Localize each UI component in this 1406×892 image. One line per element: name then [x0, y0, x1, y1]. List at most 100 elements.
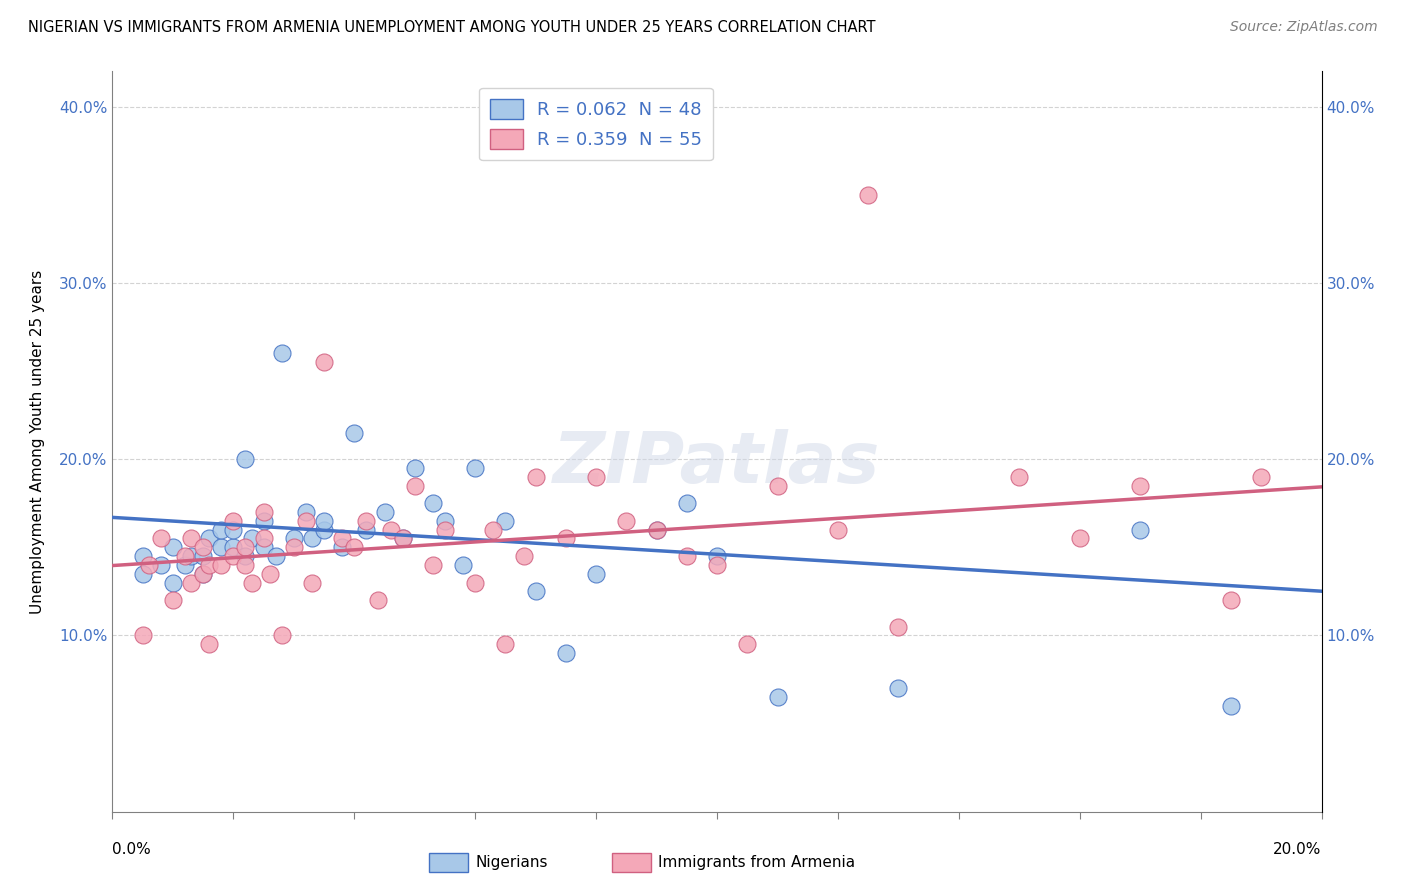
- Point: [191, 566, 214, 581]
- Point: [314, 355, 336, 369]
- Point: [645, 523, 668, 537]
- Point: [404, 461, 426, 475]
- Point: [737, 637, 759, 651]
- Point: [827, 523, 849, 537]
- Point: [404, 478, 426, 492]
- Text: Nigerians: Nigerians: [475, 855, 548, 870]
- Point: [391, 532, 413, 546]
- Point: [482, 523, 505, 537]
- Y-axis label: Unemployment Among Youth under 25 years: Unemployment Among Youth under 25 years: [31, 269, 45, 614]
- Point: [495, 637, 517, 651]
- Point: [495, 514, 517, 528]
- Point: [259, 566, 281, 581]
- Point: [198, 532, 221, 546]
- Point: [343, 541, 366, 555]
- Point: [209, 558, 232, 572]
- Point: [433, 523, 456, 537]
- Point: [180, 532, 202, 546]
- Point: [198, 558, 221, 572]
- Point: [706, 558, 728, 572]
- Point: [235, 452, 257, 467]
- Point: [264, 549, 287, 563]
- Point: [222, 541, 245, 555]
- Point: [132, 566, 155, 581]
- Point: [149, 558, 172, 572]
- Point: [314, 523, 336, 537]
- Text: Immigrants from Armenia: Immigrants from Armenia: [658, 855, 855, 870]
- Point: [222, 549, 245, 563]
- Point: [554, 646, 576, 660]
- Text: ZIPatlas: ZIPatlas: [554, 429, 880, 499]
- Point: [433, 514, 456, 528]
- Point: [198, 637, 221, 651]
- Point: [464, 575, 486, 590]
- Point: [422, 496, 444, 510]
- Point: [222, 523, 245, 537]
- Point: [524, 584, 547, 599]
- Point: [191, 549, 214, 563]
- Point: [301, 575, 323, 590]
- Point: [235, 549, 257, 563]
- Point: [295, 514, 318, 528]
- Point: [314, 514, 336, 528]
- Point: [162, 575, 184, 590]
- Point: [380, 523, 402, 537]
- Legend: R = 0.062  N = 48, R = 0.359  N = 55: R = 0.062 N = 48, R = 0.359 N = 55: [479, 87, 713, 161]
- Point: [174, 558, 197, 572]
- Point: [391, 532, 413, 546]
- Point: [585, 566, 607, 581]
- Point: [253, 514, 276, 528]
- Point: [1220, 698, 1243, 713]
- Point: [585, 470, 607, 484]
- Point: [524, 470, 547, 484]
- Point: [330, 532, 353, 546]
- Text: NIGERIAN VS IMMIGRANTS FROM ARMENIA UNEMPLOYMENT AMONG YOUTH UNDER 25 YEARS CORR: NIGERIAN VS IMMIGRANTS FROM ARMENIA UNEM…: [28, 20, 876, 35]
- Point: [675, 549, 697, 563]
- Point: [675, 496, 697, 510]
- Point: [283, 541, 305, 555]
- Point: [180, 549, 202, 563]
- Point: [253, 532, 276, 546]
- Point: [856, 187, 880, 202]
- Point: [645, 523, 668, 537]
- Point: [330, 541, 353, 555]
- Point: [270, 346, 292, 360]
- Point: [235, 541, 257, 555]
- Text: Source: ZipAtlas.com: Source: ZipAtlas.com: [1230, 20, 1378, 34]
- Point: [209, 541, 232, 555]
- Point: [356, 514, 378, 528]
- Point: [1008, 470, 1031, 484]
- Point: [222, 514, 245, 528]
- Point: [162, 593, 184, 607]
- Point: [162, 541, 184, 555]
- Point: [295, 505, 318, 519]
- Point: [464, 461, 486, 475]
- Point: [132, 628, 155, 642]
- Point: [191, 566, 214, 581]
- Point: [1129, 478, 1152, 492]
- Point: [616, 91, 638, 105]
- Point: [270, 628, 292, 642]
- Point: [180, 575, 202, 590]
- Point: [706, 549, 728, 563]
- Point: [512, 549, 534, 563]
- Point: [253, 505, 276, 519]
- Point: [451, 558, 474, 572]
- Text: 0.0%: 0.0%: [112, 842, 152, 857]
- Point: [301, 532, 323, 546]
- Point: [132, 549, 155, 563]
- Point: [554, 532, 576, 546]
- Point: [1069, 532, 1091, 546]
- Point: [253, 541, 276, 555]
- Point: [1250, 470, 1272, 484]
- Text: 20.0%: 20.0%: [1274, 842, 1322, 857]
- Point: [343, 425, 366, 440]
- Point: [240, 532, 263, 546]
- Point: [766, 478, 789, 492]
- Point: [174, 549, 197, 563]
- Point: [235, 558, 257, 572]
- Point: [149, 532, 172, 546]
- Point: [422, 558, 444, 572]
- Point: [374, 505, 396, 519]
- Point: [1220, 593, 1243, 607]
